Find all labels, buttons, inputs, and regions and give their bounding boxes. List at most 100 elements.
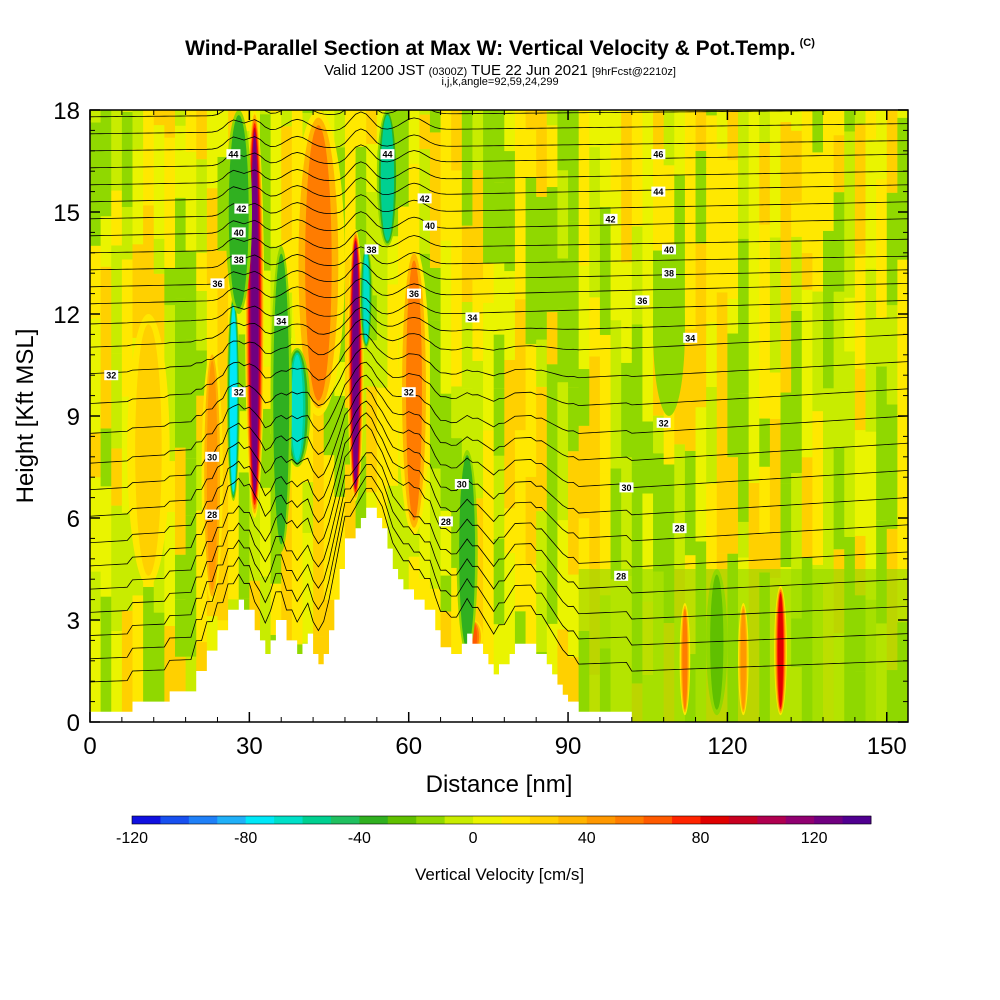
field-cell [174, 125, 187, 198]
contour-label-bg [454, 479, 469, 489]
contour-label-bg [417, 193, 432, 204]
field-cell [791, 472, 803, 619]
field-cell [653, 453, 665, 572]
x-tick-label: 120 [707, 733, 747, 760]
field-cell [823, 110, 835, 231]
isentrope-line [90, 333, 908, 404]
contour-label-bg [364, 244, 379, 255]
isentrope-line [90, 246, 908, 271]
field-cell [621, 362, 633, 458]
field-cell [642, 110, 654, 217]
field-cell [121, 110, 134, 112]
terrain-profile [90, 507, 908, 722]
field-cell [599, 110, 612, 207]
field-cell [121, 512, 134, 611]
x-tick-label: 30 [236, 733, 263, 760]
field-cell [716, 148, 728, 293]
field-cell [589, 147, 601, 261]
field-cell [833, 135, 845, 193]
field-cell [419, 466, 431, 579]
colorbar-swatch [615, 816, 645, 824]
field-cell [536, 386, 548, 512]
field-cell [897, 358, 908, 525]
updraft-cell [305, 125, 332, 401]
field-cell [727, 110, 739, 161]
contour-label-bg [210, 278, 225, 289]
field-cell [355, 456, 367, 574]
field-cell [376, 290, 388, 388]
contour-label-bg [226, 149, 241, 160]
field-cell [174, 197, 187, 299]
contour-label: 42 [606, 214, 616, 224]
field-cell [610, 190, 622, 321]
field-cell [217, 250, 229, 372]
field-cell [610, 110, 622, 143]
field-cell [164, 305, 176, 462]
x-tick-label: 90 [555, 733, 582, 760]
colorbar-swatch [330, 816, 360, 824]
field-cell [716, 110, 728, 149]
subtitle-date: TUE 22 Jun 2021 [471, 62, 588, 79]
field-cell [387, 485, 399, 577]
chart-subtitle: Valid 1200 JST (0300Z) TUE 22 Jun 2021 [… [0, 62, 1000, 79]
field-cell [823, 230, 835, 389]
field-cell [748, 482, 760, 590]
field-cell [525, 564, 537, 722]
field-cell [568, 387, 580, 452]
y-tick-label: 18 [53, 98, 80, 125]
colorbar-frame [131, 815, 872, 825]
field-cell [621, 110, 633, 165]
field-cell [493, 538, 505, 625]
field-cell [568, 221, 580, 388]
field-cell [546, 623, 558, 722]
field-cell [759, 143, 771, 225]
field-cell [801, 253, 813, 290]
field-cell [844, 131, 856, 298]
field-cell [876, 179, 888, 318]
field-cell [408, 110, 420, 164]
colorbar-swatch [302, 816, 332, 824]
contour-label: 44 [653, 187, 663, 197]
field-cell [259, 487, 272, 577]
field-cell [440, 510, 452, 576]
field-cell [153, 238, 165, 274]
contour-label-bg [635, 295, 650, 306]
field-cell [291, 110, 303, 221]
colorbar-swatch [274, 816, 303, 824]
field-cell [100, 266, 112, 429]
contour-label: 30 [457, 480, 467, 490]
field-cell [748, 414, 760, 483]
isentrope-line [90, 211, 908, 237]
field-cell [483, 262, 495, 303]
field-cell [833, 447, 845, 550]
field-cell [695, 407, 707, 542]
field-cell [599, 206, 612, 335]
field-cell [642, 216, 654, 284]
field-cell [153, 534, 165, 613]
field-cell [185, 116, 197, 153]
field-cell [174, 599, 187, 657]
field-cell [90, 477, 102, 572]
field-cell [684, 450, 697, 556]
field-cell [812, 152, 824, 292]
contour-label-bg [231, 227, 246, 238]
field-cell [801, 457, 813, 558]
contour-label-bg [619, 482, 634, 493]
field-cell [185, 515, 197, 657]
field-cell [557, 520, 569, 630]
contour-label-bg [274, 315, 289, 326]
field-cell [164, 625, 176, 722]
field-cell [865, 268, 877, 432]
field-cell [568, 574, 580, 658]
field-cell [429, 267, 442, 321]
colorbar-swatch [558, 816, 588, 824]
field-cell [334, 110, 346, 148]
field-cell [610, 320, 622, 469]
isentrope-line [90, 424, 908, 590]
field-cell [780, 392, 792, 484]
colorbar-tick-label: -80 [234, 830, 257, 847]
field-cell [440, 110, 452, 241]
field-cell [249, 465, 261, 581]
y-tick-label: 9 [67, 404, 80, 431]
isentrope-line [90, 318, 908, 375]
